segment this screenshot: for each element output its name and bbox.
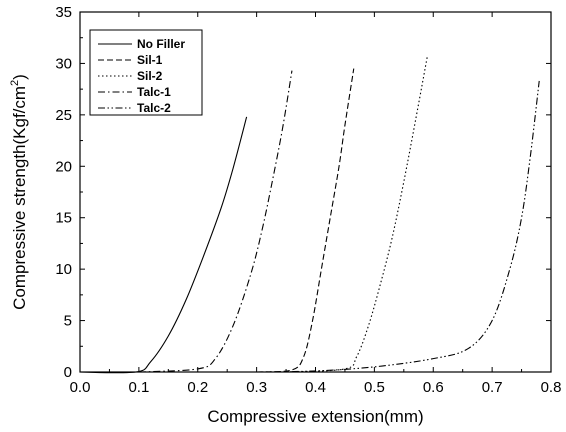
x-axis-title: Compressive extension(mm) bbox=[207, 407, 423, 426]
x-tick-label: 0.4 bbox=[305, 379, 326, 396]
legend-label: Sil-1 bbox=[137, 53, 163, 67]
series-line-talc-2 bbox=[256, 80, 540, 373]
y-axis-title-superscript: 2 bbox=[9, 80, 21, 86]
y-axis-title: Compressive strength(Kgf/cm2) bbox=[9, 74, 29, 310]
x-tick-label: 0.5 bbox=[364, 379, 385, 396]
y-tick-label: 25 bbox=[55, 107, 72, 124]
series-line-no-filler bbox=[79, 116, 248, 374]
y-tick-label: 30 bbox=[55, 55, 72, 72]
y-tick-label: 10 bbox=[55, 261, 72, 278]
x-tick-label: 0.8 bbox=[541, 379, 562, 396]
y-tick-label: 0 bbox=[64, 364, 72, 381]
y-tick-label: 20 bbox=[55, 158, 72, 175]
y-tick-label: 15 bbox=[55, 210, 72, 227]
x-tick-label: 0.2 bbox=[187, 379, 208, 396]
y-tick-label: 5 bbox=[64, 313, 72, 330]
y-tick-label: 35 bbox=[55, 4, 72, 21]
series-line-sil-1 bbox=[256, 68, 355, 373]
series-line-sil-2 bbox=[286, 56, 428, 373]
legend: No Filler Sil-1 Sil-2 Talc-1 Talc-2 bbox=[89, 29, 203, 116]
x-tick-label: 0.0 bbox=[70, 379, 91, 396]
legend-label: Sil-2 bbox=[137, 69, 163, 83]
x-tick-label: 0.3 bbox=[246, 379, 267, 396]
legend-label: No Filler bbox=[137, 37, 185, 51]
x-tick-label: 0.6 bbox=[423, 379, 444, 396]
x-tick-label: 0.7 bbox=[482, 379, 503, 396]
legend-label: Talc-1 bbox=[137, 85, 171, 99]
series-line-talc-1 bbox=[138, 70, 293, 373]
y-axis-title-end: ) bbox=[10, 74, 29, 80]
series-layer bbox=[79, 56, 540, 374]
x-tick-label: 0.1 bbox=[128, 379, 149, 396]
y-axis-title-main: Compressive strength(Kgf/cm bbox=[10, 86, 29, 310]
legend-label: Talc-2 bbox=[137, 101, 171, 115]
axes-layer: 0.0 0.1 0.2 0.3 0.4 0.5 0.6 0.7 0.8 0 5 10 15 20 25 30 3… bbox=[55, 4, 561, 396]
